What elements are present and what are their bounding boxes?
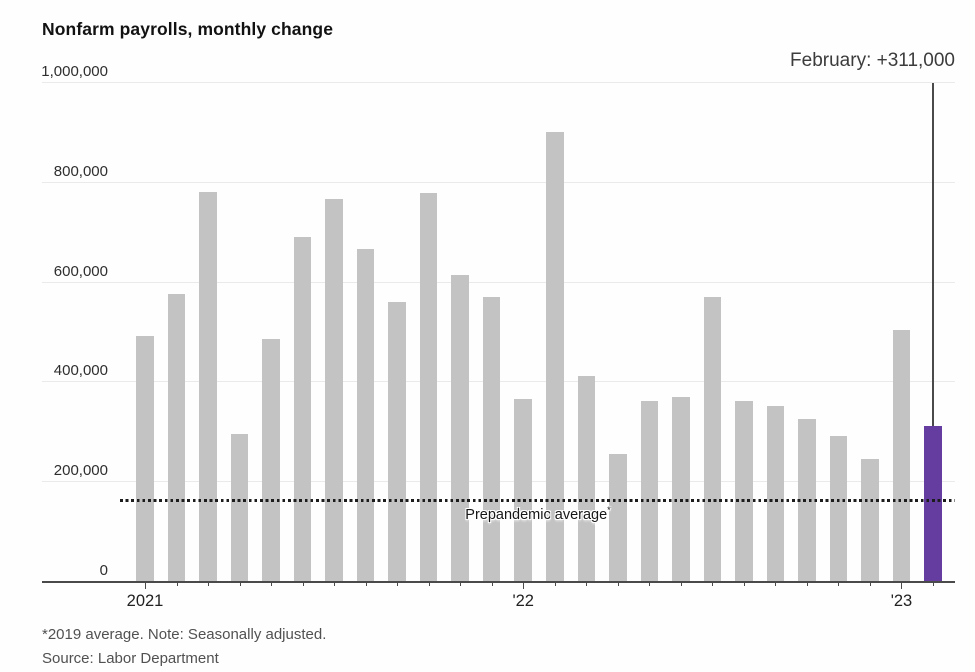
axis-tick (145, 583, 146, 589)
axis-tick (302, 583, 304, 586)
bar-jun-2021[interactable] (293, 236, 312, 581)
gridline (42, 181, 955, 183)
bar-jan-2021[interactable] (136, 336, 154, 581)
x-axis-line (42, 581, 955, 583)
x-axis-label-2021: 2021 (126, 592, 164, 610)
axis-tick (869, 583, 871, 586)
axis-tick (806, 583, 808, 586)
y-axis-label: 1,000,000 (41, 63, 108, 80)
bar-sep-2021[interactable] (388, 301, 406, 581)
source-line: Source: Labor Department (42, 650, 219, 667)
bar-oct-2021[interactable] (419, 193, 438, 581)
bar-jul-2021[interactable] (325, 199, 343, 581)
bar-aug-2021[interactable] (356, 249, 375, 581)
axis-tick (838, 583, 840, 586)
bar-jun-2022[interactable] (672, 397, 690, 581)
axis-tick (554, 583, 556, 586)
bar-feb-2023[interactable] (924, 425, 942, 581)
axis-tick (586, 583, 588, 586)
axis-tick (712, 583, 714, 586)
bar-dec-2021[interactable] (482, 296, 501, 581)
axis-tick (743, 583, 745, 586)
bar-jan-2023[interactable] (892, 329, 911, 581)
axis-tick (523, 583, 525, 589)
bar-mar-2022[interactable] (577, 376, 596, 581)
footnote: *2019 average. Note: Seasonally adjusted… (42, 626, 327, 643)
bar-feb-2021[interactable] (167, 294, 186, 581)
page-title: Nonfarm payrolls, monthly change (42, 19, 334, 39)
axis-tick (365, 583, 367, 586)
annotation-line (932, 83, 934, 426)
axis-tick (617, 583, 619, 586)
axis-tick (397, 583, 399, 586)
axis-tick (933, 583, 934, 586)
axis-tick (680, 583, 682, 586)
axis-tick (460, 583, 462, 586)
bar-dec-2022[interactable] (861, 458, 879, 581)
bar-sep-2022[interactable] (766, 406, 785, 581)
bar-may-2021[interactable] (262, 338, 280, 581)
y-axis-label: 400,000 (53, 362, 108, 380)
axis-tick (271, 583, 273, 586)
axis-tick (491, 583, 493, 586)
gridline (42, 82, 955, 83)
bar-jul-2022[interactable] (703, 296, 722, 581)
prepandemic-average-label: Prepandemic average* (465, 504, 611, 523)
bar-nov-2021[interactable] (451, 274, 469, 581)
bar-jan-2022[interactable] (514, 398, 532, 581)
gridline (42, 281, 955, 283)
axis-tick (649, 583, 651, 586)
bar-feb-2022[interactable] (546, 131, 564, 581)
bar-nov-2022[interactable] (829, 436, 848, 581)
prepandemic-average-line (120, 498, 955, 502)
axis-tick (775, 583, 777, 586)
y-axis-label: 200,000 (53, 462, 108, 480)
annotation-label: February: +311,000 (790, 50, 955, 71)
y-axis-label: 800,000 (53, 162, 108, 180)
bar-apr-2022[interactable] (609, 453, 627, 581)
bar-mar-2021[interactable] (199, 191, 217, 581)
x-axis-label-23: '23 (890, 592, 913, 610)
y-axis-label: 0 (99, 562, 108, 579)
axis-tick (334, 583, 336, 586)
y-axis-label: 600,000 (53, 262, 108, 280)
bar-may-2022[interactable] (640, 401, 659, 581)
x-axis-label-22: '22 (512, 592, 534, 610)
axis-tick (901, 583, 903, 589)
axis-tick (239, 583, 241, 586)
axis-tick (176, 583, 178, 586)
axis-tick (428, 583, 430, 586)
bar-aug-2022[interactable] (735, 401, 753, 581)
axis-tick (208, 583, 210, 586)
bar-apr-2021[interactable] (230, 433, 249, 581)
